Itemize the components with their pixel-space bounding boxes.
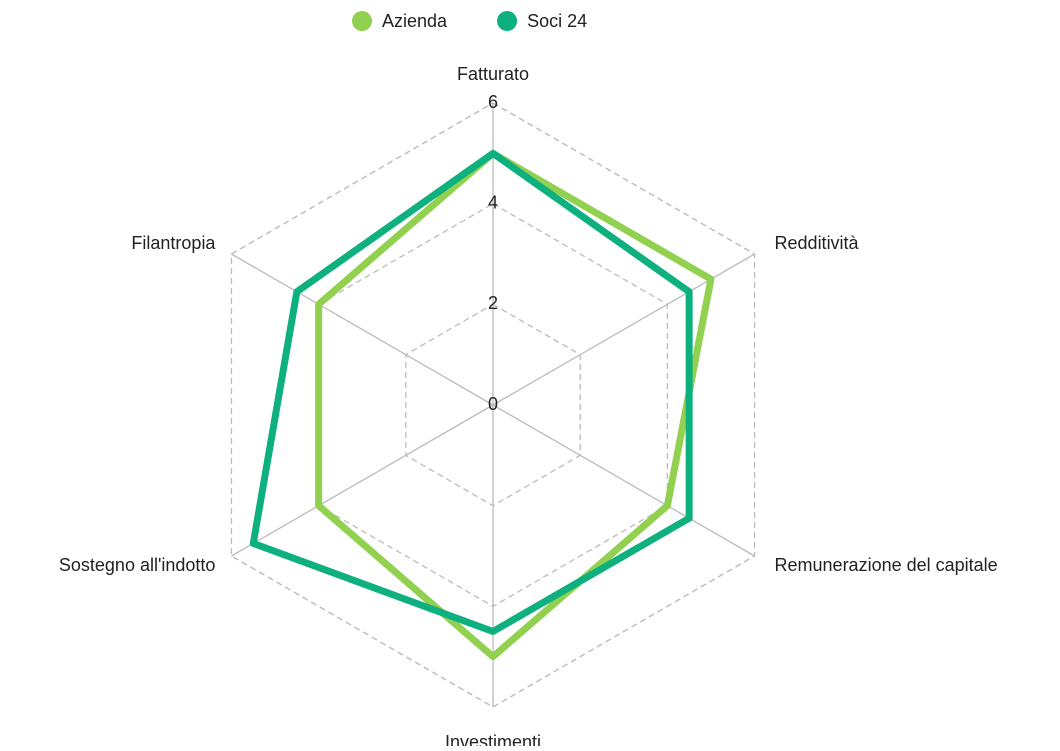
tick-label: 6: [488, 92, 498, 112]
legend-label: Soci 24: [527, 11, 587, 31]
spoke: [492, 404, 755, 557]
series-line: [249, 149, 693, 635]
category-label: Remunerazione del capitale: [775, 555, 998, 575]
category-label: Redditività: [775, 233, 860, 253]
spoke: [231, 404, 494, 557]
spoke: [492, 253, 755, 406]
tick-label: 2: [488, 293, 498, 313]
category-label: Sostegno all'indotto: [59, 555, 216, 575]
category-label: Filantropia: [131, 233, 216, 253]
tick-label: 0: [488, 394, 498, 414]
legend-label: Azienda: [382, 11, 448, 31]
tick-label: 4: [488, 192, 498, 212]
category-label: Fatturato: [457, 64, 529, 84]
legend-marker: [497, 11, 518, 31]
category-label: Investimenti: [445, 732, 541, 746]
series-line: [315, 149, 715, 661]
spoke: [231, 253, 494, 406]
legend-marker: [352, 11, 372, 31]
